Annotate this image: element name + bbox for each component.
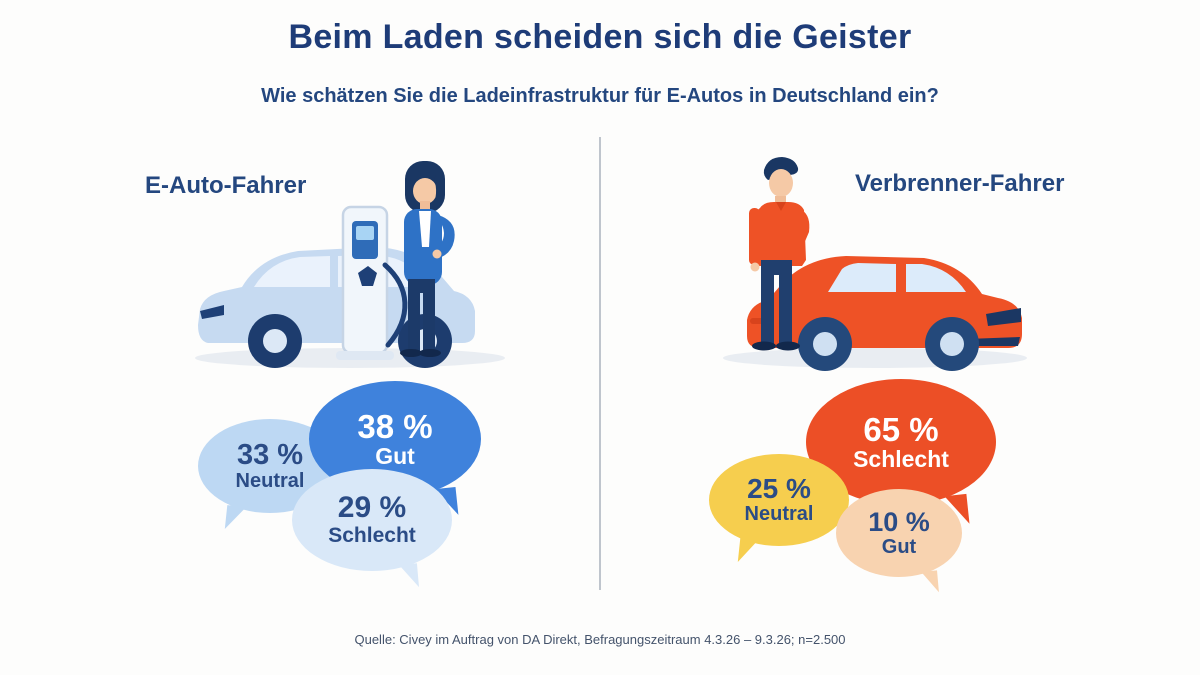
bubble-verbrenner-gut: 10 % Gut: [836, 489, 962, 594]
bubble-label: Schlecht: [853, 446, 949, 473]
male-driver-icon: [749, 157, 810, 351]
bubble-label: Gut: [881, 535, 917, 558]
bubble-value: 29 %: [337, 491, 407, 525]
female-driver-icon: [400, 161, 455, 357]
bubble-tail: [737, 538, 759, 564]
bubble-value: 33 %: [236, 438, 304, 471]
bubble-label: Neutral: [235, 469, 305, 492]
source-note: Quelle: Civey im Auftrag von DA Direkt, …: [354, 632, 846, 647]
electric-car-charging-illustration-icon: [195, 161, 505, 368]
panel-label-e-auto-fahrer: E-Auto-Fahrer: [145, 172, 307, 199]
panel-label-verbrenner-fahrer: Verbrenner-Fahrer: [855, 170, 1065, 197]
bubble-value: 65 %: [863, 410, 939, 448]
combustion-car-illustration-icon: [723, 157, 1027, 371]
bubble-tail: [398, 563, 420, 589]
bubble-value: 38 %: [357, 407, 433, 445]
combustion-car-icon: [747, 256, 1022, 371]
bubble-e-auto-schlecht: 29 % Schlecht: [292, 469, 452, 589]
bubble-label: Gut: [375, 443, 415, 470]
ground-shadow: [723, 348, 1027, 368]
vertical-divider: [599, 137, 601, 590]
survey-question: Wie schätzen Sie die Ladeinfrastruktur f…: [261, 85, 939, 107]
bubble-label: Schlecht: [328, 523, 416, 547]
bubble-tail: [921, 570, 939, 594]
page-title: Beim Laden scheiden sich die Geister: [288, 18, 912, 56]
bubble-tail: [224, 505, 247, 531]
bubble-verbrenner-neutral: 25 % Neutral: [709, 454, 849, 564]
bubble-value: 10 %: [868, 506, 930, 537]
charging-station-icon: [336, 205, 408, 360]
bubble-value: 25 %: [747, 473, 811, 505]
bubble-label: Neutral: [744, 503, 814, 526]
